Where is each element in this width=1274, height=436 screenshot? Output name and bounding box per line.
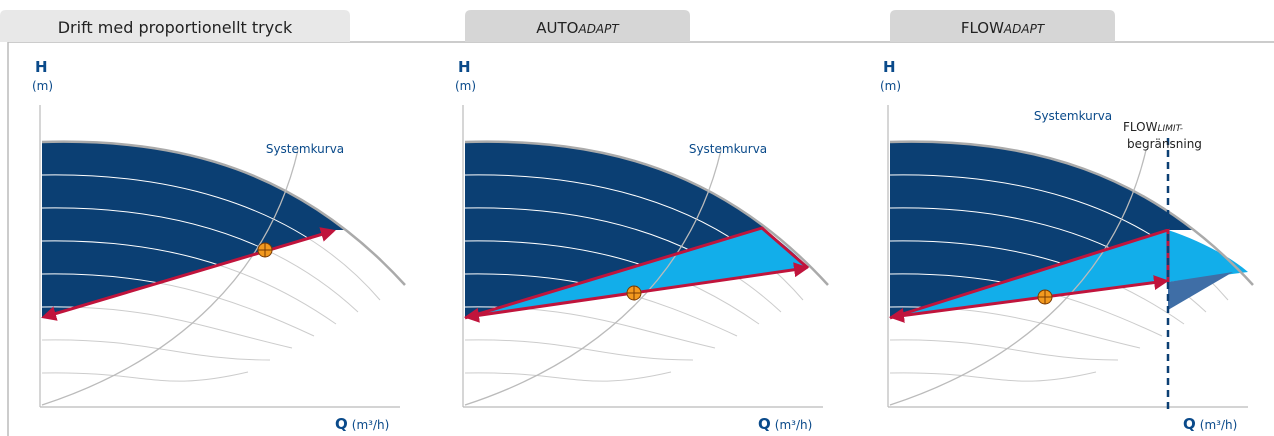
tab-title: AUTOADAPT	[536, 19, 620, 37]
x-axis-label: Q	[335, 415, 348, 433]
speed-curve	[464, 371, 672, 382]
pump-area	[42, 141, 405, 318]
x-unit: (m³/h)	[775, 418, 813, 432]
red-arrow	[889, 275, 1169, 323]
x-unit: (m³/h)	[352, 418, 390, 432]
y-label: H	[35, 58, 48, 76]
limit-text: FLOW	[1123, 120, 1158, 134]
tab-text: FLOW	[961, 19, 1004, 37]
curve-label: Systemkurva	[1034, 109, 1112, 123]
tab	[465, 10, 690, 42]
tab	[890, 10, 1115, 42]
y-unit: (m)	[32, 79, 53, 93]
operating-cross	[258, 243, 272, 257]
x-label: Q (m³/h)	[1183, 415, 1237, 433]
speed-curve	[41, 306, 293, 349]
max-curve	[464, 140, 829, 286]
tab-italic: ADAPT	[1003, 22, 1046, 36]
tab	[0, 10, 350, 42]
speed-curve	[41, 339, 271, 361]
speed-curve-inner	[465, 340, 693, 360]
speed-curve	[889, 371, 1097, 382]
speed-curve	[41, 371, 249, 382]
panel: H (m) Q (m³/h) Systemkurva	[455, 58, 829, 433]
panel: H (m) Q (m³/h) Systemkurva FLOWLIMIT-begränsn…	[880, 58, 1254, 433]
speed-curve	[464, 339, 694, 361]
tab-title: FLOWADAPT	[961, 19, 1046, 37]
speed-curve	[889, 339, 1119, 361]
x-label: Q (m³/h)	[335, 415, 389, 433]
speed-curve-inner	[42, 306, 293, 318]
panel: H (m) Q (m³/h) Systemkurva	[32, 58, 406, 433]
curve-label: Systemkurva	[266, 142, 344, 156]
y-label: H	[883, 58, 896, 76]
tab-text: Drift med proportionellt tryck	[58, 18, 293, 37]
limit-label-2: begränsning	[1127, 137, 1202, 151]
curve-label: Systemkurva	[689, 142, 767, 156]
y-unit: (m)	[455, 79, 476, 93]
y-unit: (m)	[880, 79, 901, 93]
limit-area	[1168, 272, 1233, 310]
red-arrow	[41, 227, 336, 321]
limit-italic: LIMIT-	[1157, 124, 1183, 134]
speed-curve-inner	[42, 340, 270, 360]
y-label: H	[458, 58, 471, 76]
tab-italic: ADAPT	[577, 22, 620, 36]
limit-label: FLOWLIMIT-	[1123, 120, 1183, 134]
x-axis-label: Q	[1183, 415, 1196, 433]
x-unit: (m³/h)	[1200, 418, 1238, 432]
tab-text: AUTO	[536, 19, 578, 37]
operating-cross	[627, 286, 641, 300]
tab-title: Drift med proportionellt tryck	[58, 18, 293, 37]
x-axis-label: Q	[758, 415, 771, 433]
max-curve	[889, 140, 1254, 286]
operating-cross	[1038, 290, 1052, 304]
speed-curve-inner	[890, 340, 1118, 360]
x-label: Q (m³/h)	[758, 415, 812, 433]
max-curve	[41, 140, 406, 286]
